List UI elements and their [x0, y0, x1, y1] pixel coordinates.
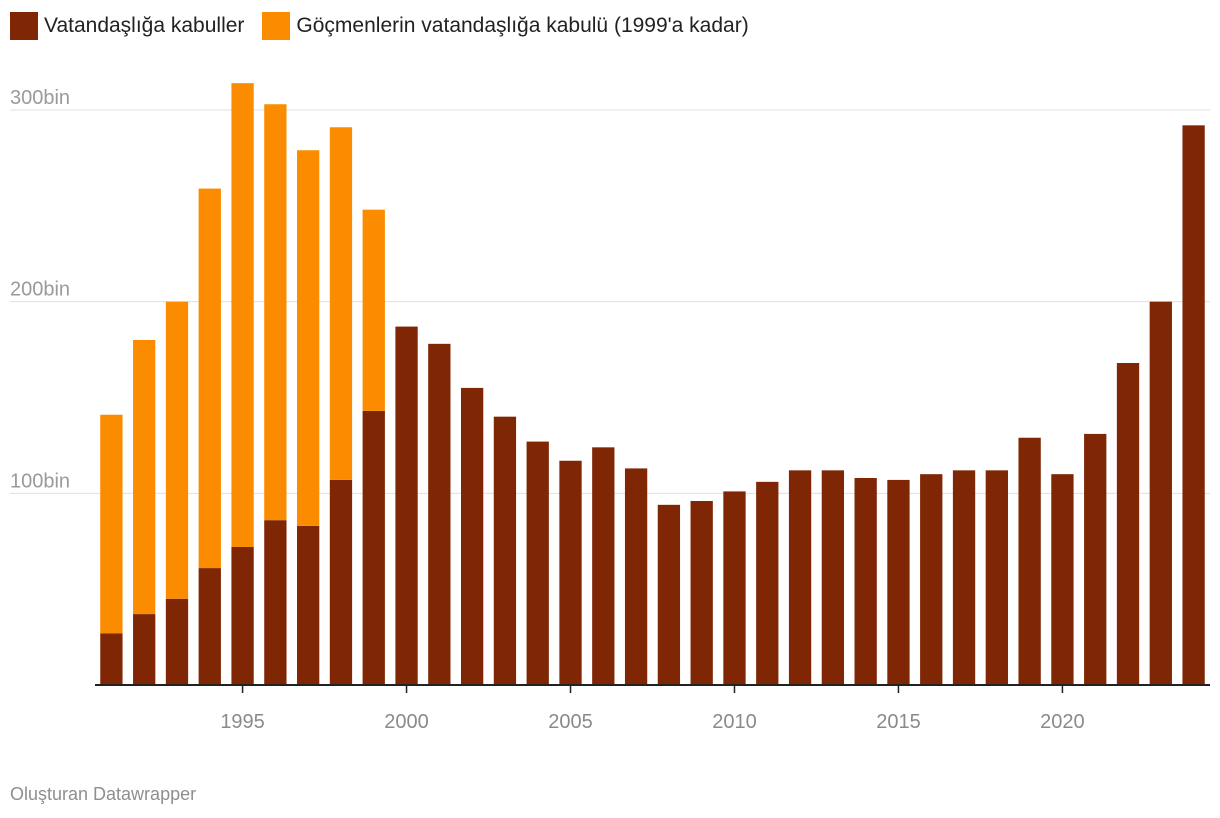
- bar-immigrant-naturalizations: [133, 340, 156, 615]
- bar-naturalizations: [165, 598, 189, 685]
- bar-naturalizations: [821, 470, 845, 685]
- bar-naturalizations: [854, 478, 877, 685]
- x-tick-label: 1995: [220, 711, 265, 733]
- bar-naturalizations: [362, 410, 385, 685]
- legend-swatch-dark: [10, 12, 38, 40]
- bar-naturalizations: [231, 547, 254, 685]
- bar-naturalizations: [460, 387, 484, 685]
- bar-naturalizations: [920, 474, 943, 685]
- bar-naturalizations: [264, 520, 287, 685]
- bar-immigrant-naturalizations: [231, 83, 254, 548]
- bar-immigrant-naturalizations: [165, 301, 189, 599]
- bar-naturalizations: [493, 416, 517, 685]
- bar-naturalizations: [592, 447, 615, 685]
- x-tick-label: 2010: [712, 711, 757, 733]
- x-tick-label: 2005: [548, 711, 593, 733]
- bar-naturalizations: [526, 441, 549, 685]
- bar-naturalizations: [624, 468, 648, 685]
- bar-naturalizations: [756, 481, 779, 685]
- bar-naturalizations: [1018, 437, 1041, 685]
- bar-immigrant-naturalizations: [264, 104, 287, 521]
- bar-naturalizations: [952, 470, 976, 685]
- bar-immigrant-naturalizations: [329, 127, 353, 480]
- legend-label: Vatandaşlığa kabuller: [44, 14, 245, 37]
- legend-item-naturalizations[interactable]: Vatandaşlığa kabuller: [10, 12, 244, 40]
- legend-item-immigrant-naturalizations[interactable]: Göçmenlerin vatandaşlığa kabulü (1999'a …: [262, 12, 749, 40]
- footer-credit: Oluşturan Datawrapper: [10, 784, 197, 804]
- bar-naturalizations: [329, 479, 353, 685]
- bar-naturalizations: [559, 460, 582, 685]
- legend-label: Göçmenlerin vatandaşlığa kabulü (1999'a …: [296, 14, 749, 37]
- bar-immigrant-naturalizations: [297, 150, 320, 526]
- x-tick-label: 2000: [384, 711, 429, 733]
- bar-naturalizations: [1084, 433, 1107, 685]
- legend-swatch-orange: [262, 12, 291, 40]
- bar-naturalizations: [657, 504, 681, 685]
- bar-naturalizations: [133, 614, 156, 685]
- bar-naturalizations: [1116, 363, 1140, 685]
- bar-naturalizations: [1051, 474, 1074, 685]
- bar-naturalizations: [788, 470, 812, 685]
- bar-naturalizations: [100, 633, 123, 685]
- legend: Vatandaşlığa kabuller Göçmenlerin vatand…: [10, 12, 749, 40]
- bar-naturalizations: [428, 343, 451, 685]
- bar-naturalizations: [1149, 301, 1172, 685]
- bar-immigrant-naturalizations: [100, 414, 123, 634]
- x-tick-label: 2020: [1040, 711, 1085, 733]
- bar-naturalizations: [887, 479, 910, 685]
- bar-immigrant-naturalizations: [362, 209, 385, 411]
- y-tick-label: 100bin: [10, 470, 70, 492]
- bar-naturalizations: [690, 501, 713, 685]
- bar-naturalizations: [198, 568, 221, 685]
- bar-naturalizations: [395, 326, 418, 685]
- y-tick-label: 300bin: [10, 87, 70, 109]
- bar-naturalizations: [1182, 125, 1205, 686]
- x-tick-label: 2015: [876, 711, 921, 733]
- bar-naturalizations: [297, 525, 320, 685]
- bar-naturalizations: [985, 470, 1008, 685]
- y-tick-label: 200bin: [10, 279, 70, 301]
- bar-immigrant-naturalizations: [198, 188, 221, 569]
- bar-naturalizations: [723, 491, 746, 685]
